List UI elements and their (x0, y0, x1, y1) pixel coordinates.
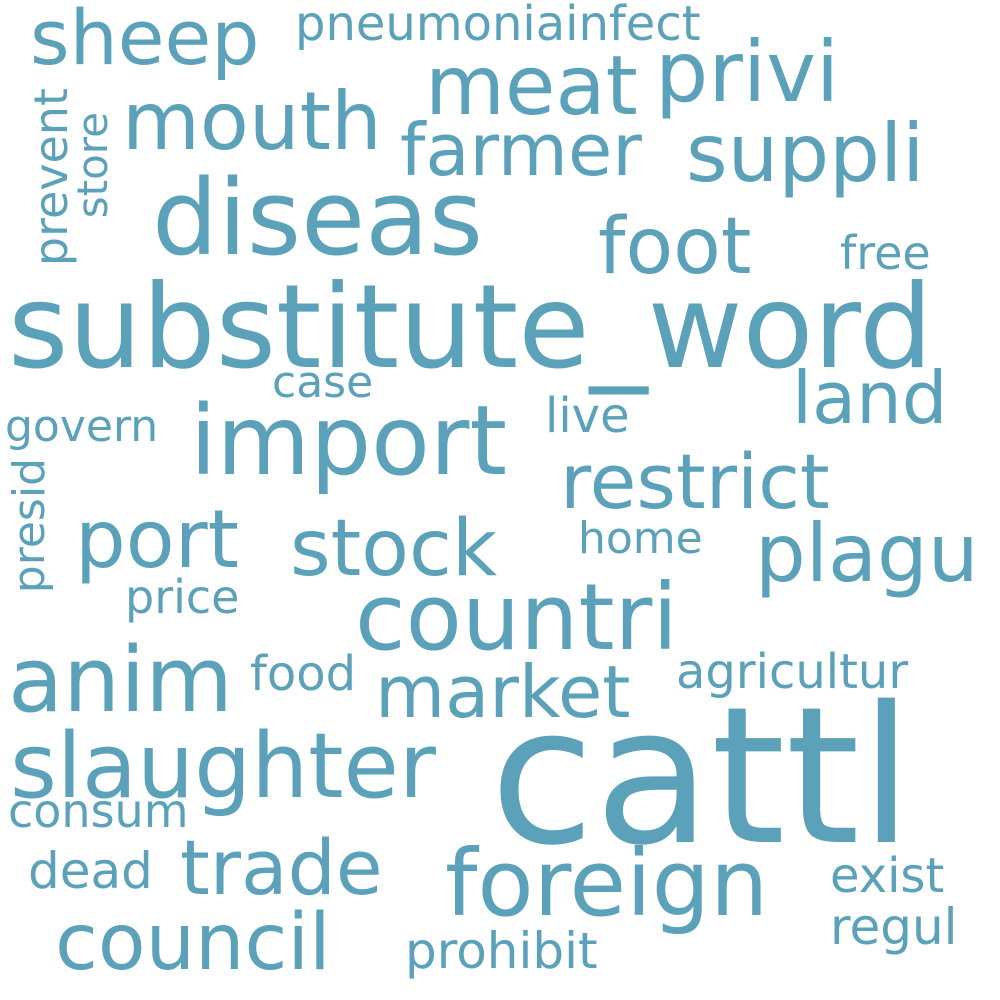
word-diseas: diseas (152, 157, 483, 279)
word-case: case (272, 357, 374, 408)
word-regul: regul (830, 898, 958, 956)
word-import: import (190, 385, 507, 497)
word-restrict: restrict (560, 437, 830, 526)
word-suppli: suppli (686, 107, 925, 200)
word-countri: countri (355, 564, 678, 671)
word-live: live (545, 388, 630, 444)
word-land: land (792, 356, 948, 440)
word-presid: presid (4, 458, 55, 594)
word-farmer: farmer (400, 108, 642, 192)
word-privi: privi (655, 23, 840, 121)
word-port: port (75, 493, 239, 586)
word-foot: foot (598, 202, 752, 292)
word-consum: consum (8, 784, 189, 838)
word-anim: anim (8, 628, 233, 733)
word-exist: exist (830, 848, 945, 904)
word-plagu: plagu (755, 507, 979, 600)
word-meat: meat (425, 39, 638, 134)
word-food: food (250, 646, 357, 702)
word-council: council (55, 898, 331, 988)
word-market: market (375, 650, 631, 734)
word-agricultur: agricultur (676, 644, 909, 700)
word-trade: trade (180, 823, 383, 912)
word-foreign: foreign (445, 830, 769, 937)
word-pneumoniainfect: pneumoniainfect (295, 0, 701, 52)
word-mouth: mouth (122, 75, 382, 168)
word-home: home (578, 513, 703, 564)
word-prohibit: prohibit (405, 922, 598, 980)
word-substitute-word: substitute_word (8, 260, 933, 395)
word-free: free (840, 226, 931, 280)
word-stock: stock (290, 504, 497, 594)
word-dead: dead (28, 842, 153, 900)
word-slaughter: slaughter (10, 714, 436, 819)
word-price: price (125, 570, 240, 624)
word-cattl: cattl (490, 666, 913, 887)
word-store: store (68, 112, 117, 219)
word-govern: govern (5, 401, 159, 452)
word-sheep: sheep (30, 0, 260, 82)
